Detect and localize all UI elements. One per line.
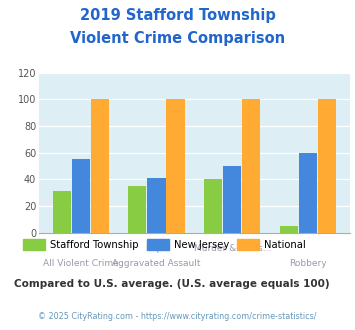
Text: 2019 Stafford Township: 2019 Stafford Township — [80, 8, 275, 23]
Bar — [72, 159, 90, 233]
Text: Aggravated Assault: Aggravated Assault — [112, 259, 201, 268]
Bar — [166, 99, 185, 233]
Legend: Stafford Township, New Jersey, National: Stafford Township, New Jersey, National — [19, 235, 310, 254]
Bar — [299, 152, 317, 233]
Text: Compared to U.S. average. (U.S. average equals 100): Compared to U.S. average. (U.S. average … — [14, 279, 330, 289]
Bar — [204, 179, 222, 233]
Text: Murder & Mans...: Murder & Mans... — [193, 244, 271, 253]
Text: Violent Crime Comparison: Violent Crime Comparison — [70, 31, 285, 46]
Text: © 2025 CityRating.com - https://www.cityrating.com/crime-statistics/: © 2025 CityRating.com - https://www.city… — [38, 312, 317, 321]
Text: Rape: Rape — [145, 244, 168, 253]
Text: Robbery: Robbery — [289, 259, 327, 268]
Text: All Violent Crime: All Violent Crime — [43, 259, 119, 268]
Bar — [242, 99, 261, 233]
Bar — [223, 166, 241, 233]
Bar — [53, 191, 71, 233]
Bar — [147, 178, 165, 233]
Bar — [280, 226, 298, 233]
Bar — [128, 186, 147, 233]
Bar — [91, 99, 109, 233]
Bar — [318, 99, 336, 233]
